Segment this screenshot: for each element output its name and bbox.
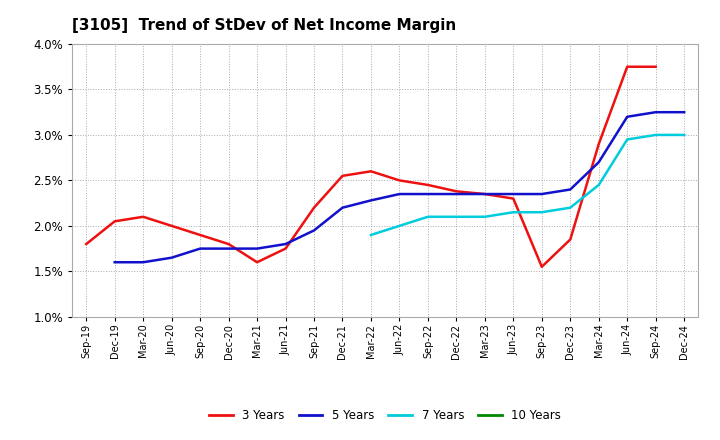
Line: 3 Years: 3 Years <box>86 67 656 267</box>
7 Years <box>509 209 518 215</box>
7 Years <box>452 214 461 220</box>
5 Years <box>537 191 546 197</box>
5 Years <box>282 242 290 247</box>
5 Years <box>423 191 432 197</box>
5 Years <box>509 191 518 197</box>
3 Years <box>395 178 404 183</box>
7 Years <box>652 132 660 138</box>
3 Years <box>225 242 233 247</box>
7 Years <box>537 209 546 215</box>
3 Years <box>338 173 347 179</box>
3 Years <box>310 205 318 210</box>
5 Years <box>139 260 148 265</box>
3 Years <box>82 242 91 247</box>
3 Years <box>652 64 660 70</box>
3 Years <box>366 169 375 174</box>
3 Years <box>110 219 119 224</box>
5 Years <box>480 191 489 197</box>
3 Years <box>595 141 603 147</box>
3 Years <box>623 64 631 70</box>
Line: 5 Years: 5 Years <box>114 112 684 262</box>
Legend: 3 Years, 5 Years, 7 Years, 10 Years: 3 Years, 5 Years, 7 Years, 10 Years <box>204 404 566 427</box>
5 Years <box>110 260 119 265</box>
7 Years <box>680 132 688 138</box>
5 Years <box>253 246 261 251</box>
5 Years <box>452 191 461 197</box>
3 Years <box>423 182 432 187</box>
7 Years <box>423 214 432 220</box>
3 Years <box>537 264 546 269</box>
5 Years <box>623 114 631 119</box>
Text: [3105]  Trend of StDev of Net Income Margin: [3105] Trend of StDev of Net Income Marg… <box>72 18 456 33</box>
7 Years <box>566 205 575 210</box>
3 Years <box>509 196 518 201</box>
5 Years <box>566 187 575 192</box>
3 Years <box>196 232 204 238</box>
5 Years <box>680 110 688 115</box>
5 Years <box>167 255 176 260</box>
7 Years <box>395 223 404 228</box>
5 Years <box>652 110 660 115</box>
7 Years <box>366 232 375 238</box>
5 Years <box>225 246 233 251</box>
7 Years <box>480 214 489 220</box>
3 Years <box>282 246 290 251</box>
7 Years <box>623 137 631 142</box>
3 Years <box>139 214 148 220</box>
3 Years <box>480 191 489 197</box>
3 Years <box>452 189 461 194</box>
5 Years <box>310 228 318 233</box>
5 Years <box>196 246 204 251</box>
5 Years <box>338 205 347 210</box>
3 Years <box>566 237 575 242</box>
5 Years <box>395 191 404 197</box>
Line: 7 Years: 7 Years <box>371 135 684 235</box>
5 Years <box>366 198 375 203</box>
7 Years <box>595 182 603 187</box>
3 Years <box>167 223 176 228</box>
5 Years <box>595 160 603 165</box>
3 Years <box>253 260 261 265</box>
